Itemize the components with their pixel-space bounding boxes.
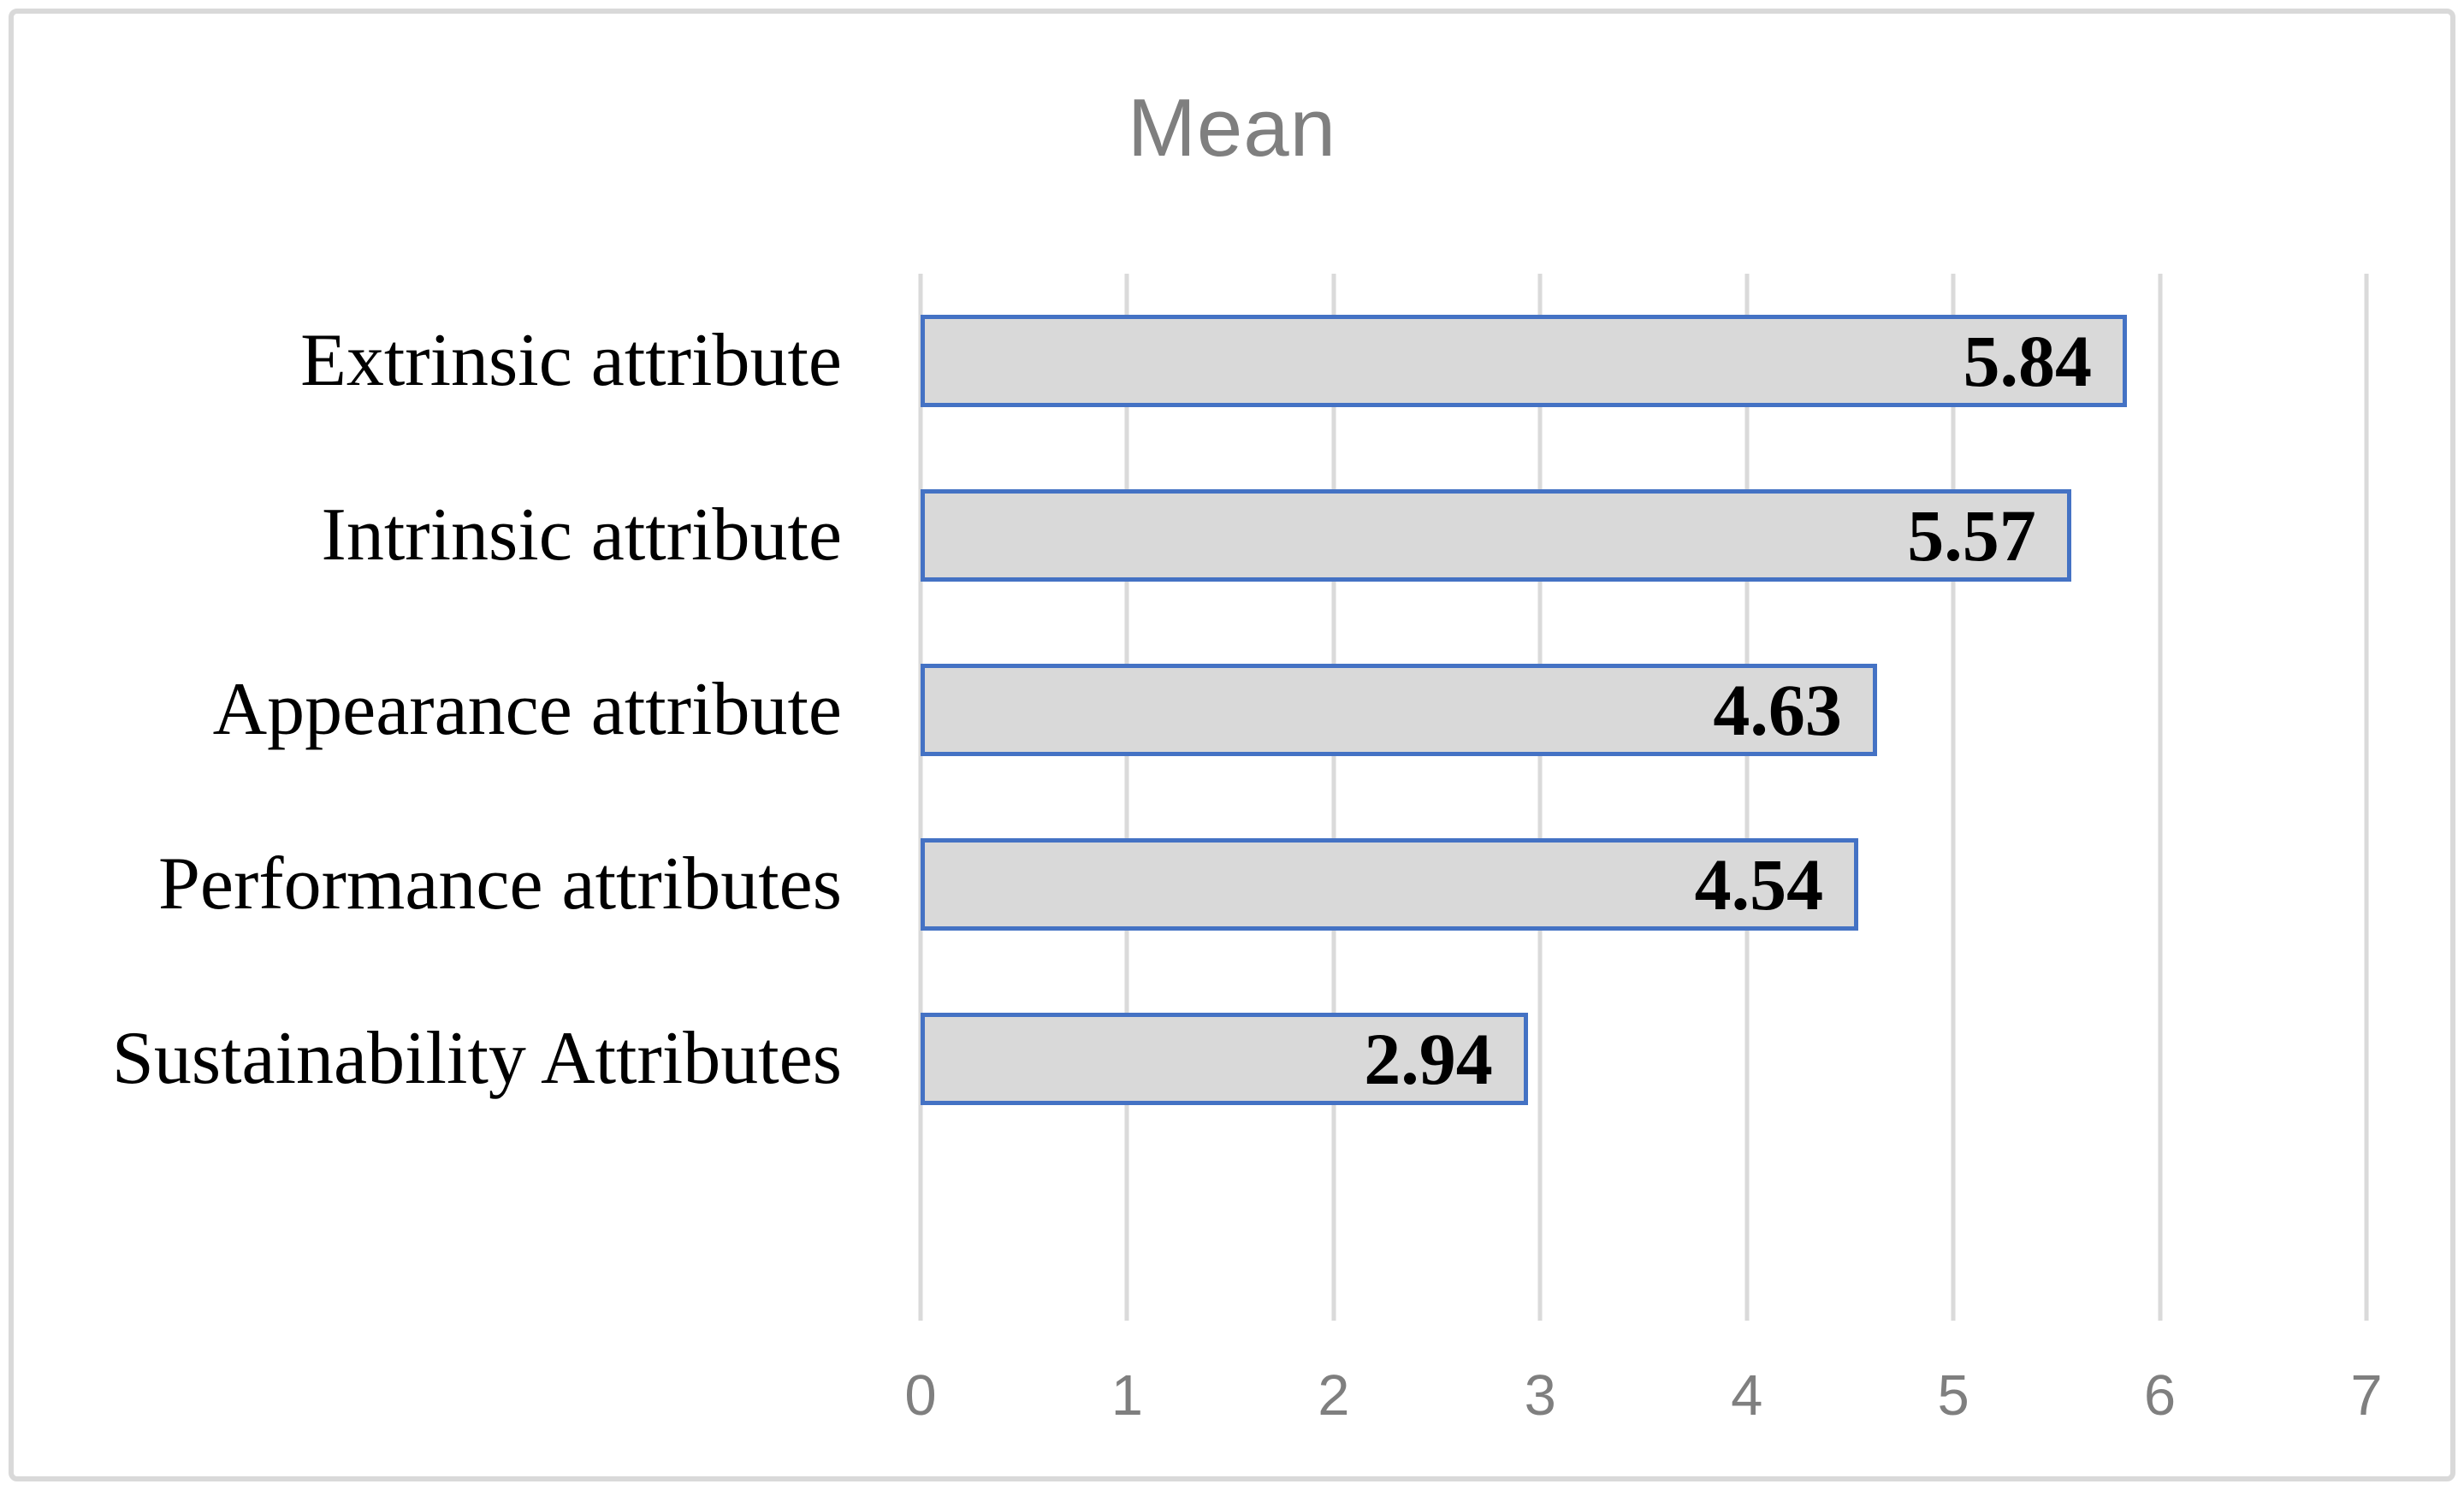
category-label-extrinsic-attribute: Extrinsic attribute (300, 319, 842, 402)
bar-extrinsic-attribute: 5.84 (921, 315, 2127, 407)
x-tick-label-5: 5 (1937, 1363, 1969, 1428)
category-label-performance-attributes: Performance attributes (157, 843, 842, 925)
plot-area: 5.84 5.57 4.63 4.54 2.94 (918, 274, 2369, 1321)
gridline-x-7 (2364, 274, 2369, 1321)
bar-value-label: 4.63 (1713, 669, 1842, 751)
x-tick-label-0: 0 (904, 1363, 937, 1428)
category-label-appearance-attribute: Appearance attribute (212, 668, 842, 751)
x-tick-label-6: 6 (2143, 1363, 2177, 1428)
gridline-x-3 (1537, 274, 1543, 1321)
bar-sustainability-attributes: 2.94 (921, 1013, 1528, 1105)
x-tick-label-2: 2 (1318, 1363, 1350, 1428)
gridline-x-2 (1331, 274, 1336, 1321)
bar-value-label: 2.94 (1364, 1018, 1493, 1100)
bar-value-label: 5.84 (1963, 320, 2092, 402)
bar-value-label: 5.57 (1907, 494, 2036, 576)
category-label-intrinsic-attribute: Intrinsic attribute (321, 494, 842, 576)
bar-intrinsic-attribute: 5.57 (921, 489, 2071, 582)
gridline-x-6 (2158, 274, 2163, 1321)
chart-title: Mean (1127, 82, 1337, 174)
gridline-x-1 (1124, 274, 1129, 1321)
x-tick-label-1: 1 (1111, 1363, 1144, 1428)
bar-performance-attributes: 4.54 (921, 838, 1859, 931)
bar-value-label: 4.54 (1694, 843, 1824, 925)
x-tick-label-7: 7 (2350, 1363, 2383, 1428)
bar-appearance-attribute: 4.63 (921, 664, 1877, 756)
x-tick-label-3: 3 (1524, 1363, 1556, 1428)
x-tick-label-4: 4 (1731, 1363, 1763, 1428)
chart-frame: Mean 5.84 5.57 4.63 4.54 2.94 Extrinsic attr… (9, 9, 2455, 1481)
category-label-sustainability-attributes: Sustainability Attributes (111, 1017, 842, 1100)
gridline-x-4 (1744, 274, 1750, 1321)
gridline-x-5 (1951, 274, 1956, 1321)
gridline-x-0 (918, 274, 923, 1321)
